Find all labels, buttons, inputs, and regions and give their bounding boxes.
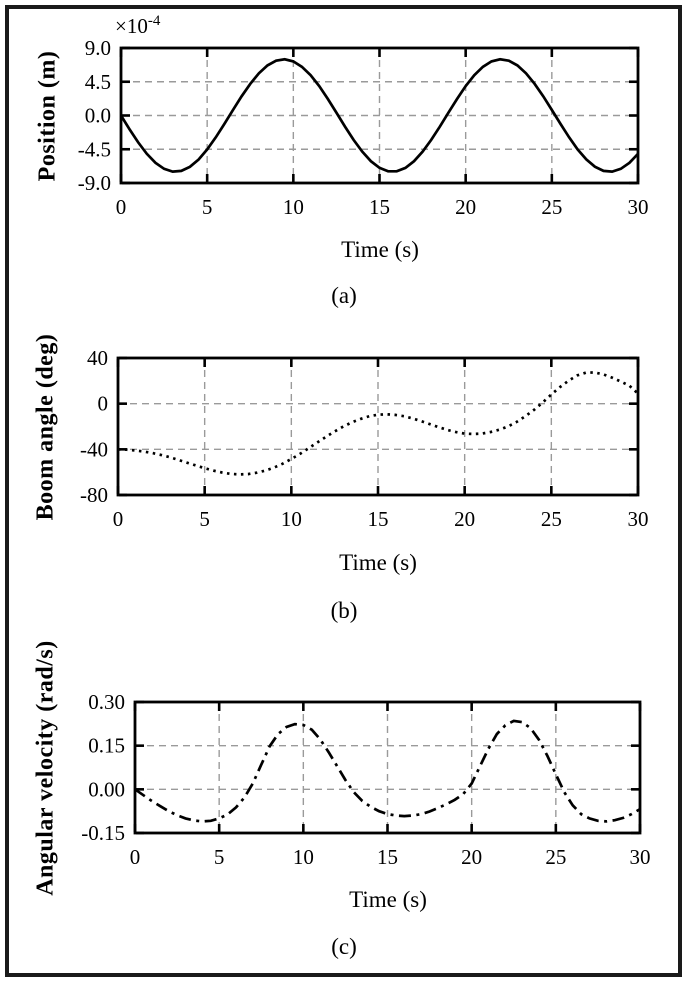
svg-text:20: 20 [455, 195, 476, 219]
svg-text:0.15: 0.15 [88, 734, 125, 758]
y-tick-labels-a: 9.0 4.5 0.0 -4.5 -9.0 [78, 36, 111, 195]
axes-frame-c [133, 700, 642, 835]
svg-text:9.0: 9.0 [85, 36, 111, 60]
caption-a: (a) [331, 283, 357, 308]
svg-text:5: 5 [214, 845, 225, 869]
svg-text:5: 5 [199, 507, 210, 531]
chart-b: 0 5 10 15 20 25 30 40 0 -40 -80 [80, 346, 649, 531]
x-tick-labels-c: 0 5 10 15 20 25 30 [130, 845, 651, 869]
x-axis-label-a: Time (s) [341, 237, 419, 262]
x-axis-label-b: Time (s) [339, 550, 417, 575]
svg-text:25: 25 [541, 507, 562, 531]
x-axis-label-c: Time (s) [349, 887, 427, 912]
y-axis-offset-a: ×10-4 [115, 13, 160, 39]
y-tick-labels-c: 0.30 0.15 0.00 -0.15 [81, 690, 125, 845]
svg-text:30: 30 [628, 195, 649, 219]
axes-frame-b [116, 356, 640, 497]
caption-c: (c) [331, 934, 357, 959]
svg-text:15: 15 [369, 195, 390, 219]
svg-text:-40: -40 [80, 437, 108, 461]
x-tick-labels-b: 0 5 10 15 20 25 30 [113, 507, 649, 531]
x-tick-labels-a: 0 5 10 15 20 25 30 [116, 195, 649, 219]
svg-text:-80: -80 [80, 483, 108, 507]
chart-c: 0 5 10 15 20 25 30 0.30 0.15 0.00 -0.15 [81, 690, 650, 869]
svg-text:15: 15 [368, 507, 389, 531]
y-axis-label-c: Angular velocity (rad/s) [32, 640, 59, 896]
svg-text:30: 30 [628, 507, 649, 531]
svg-text:-9.0: -9.0 [78, 171, 111, 195]
svg-text:4.5: 4.5 [85, 70, 111, 94]
svg-text:0.30: 0.30 [88, 690, 125, 714]
chart-a: 0 5 10 15 20 25 30 9.0 4.5 0.0 -4.5 -9.0 [78, 36, 649, 219]
svg-text:20: 20 [461, 845, 482, 869]
svg-text:-0.15: -0.15 [81, 821, 125, 845]
y-axis-label-b: Boom angle (deg) [32, 333, 59, 521]
svg-text:25: 25 [545, 845, 566, 869]
svg-text:0: 0 [113, 507, 124, 531]
svg-text:40: 40 [87, 346, 108, 370]
svg-text:20: 20 [454, 507, 475, 531]
svg-text:0.0: 0.0 [85, 104, 111, 128]
svg-text:10: 10 [281, 507, 302, 531]
svg-text:10: 10 [293, 845, 314, 869]
svg-text:10: 10 [283, 195, 304, 219]
svg-text:15: 15 [377, 845, 398, 869]
grid-a [121, 48, 638, 183]
grid-c [135, 702, 640, 833]
svg-text:0: 0 [116, 195, 127, 219]
curve-a [119, 57, 639, 173]
svg-text:30: 30 [630, 845, 651, 869]
figure-border [5, 5, 682, 977]
svg-text:0: 0 [98, 392, 109, 416]
svg-text:25: 25 [541, 195, 562, 219]
caption-b: (b) [330, 598, 358, 623]
y-offset-base-a: ×10 [115, 14, 148, 38]
ticks-a [119, 46, 640, 185]
svg-text:0.00: 0.00 [88, 777, 125, 801]
grid-b [118, 358, 638, 495]
ticks-b [116, 356, 640, 497]
y-axis-label-a: Position (m) [34, 50, 61, 182]
y-tick-labels-b: 40 0 -40 -80 [80, 346, 108, 507]
svg-text:0: 0 [130, 845, 141, 869]
y-offset-exp-a: -4 [147, 13, 161, 29]
svg-text:5: 5 [202, 195, 213, 219]
ticks-c [133, 700, 642, 835]
curve-c [134, 719, 641, 823]
svg-text:-4.5: -4.5 [78, 137, 111, 161]
